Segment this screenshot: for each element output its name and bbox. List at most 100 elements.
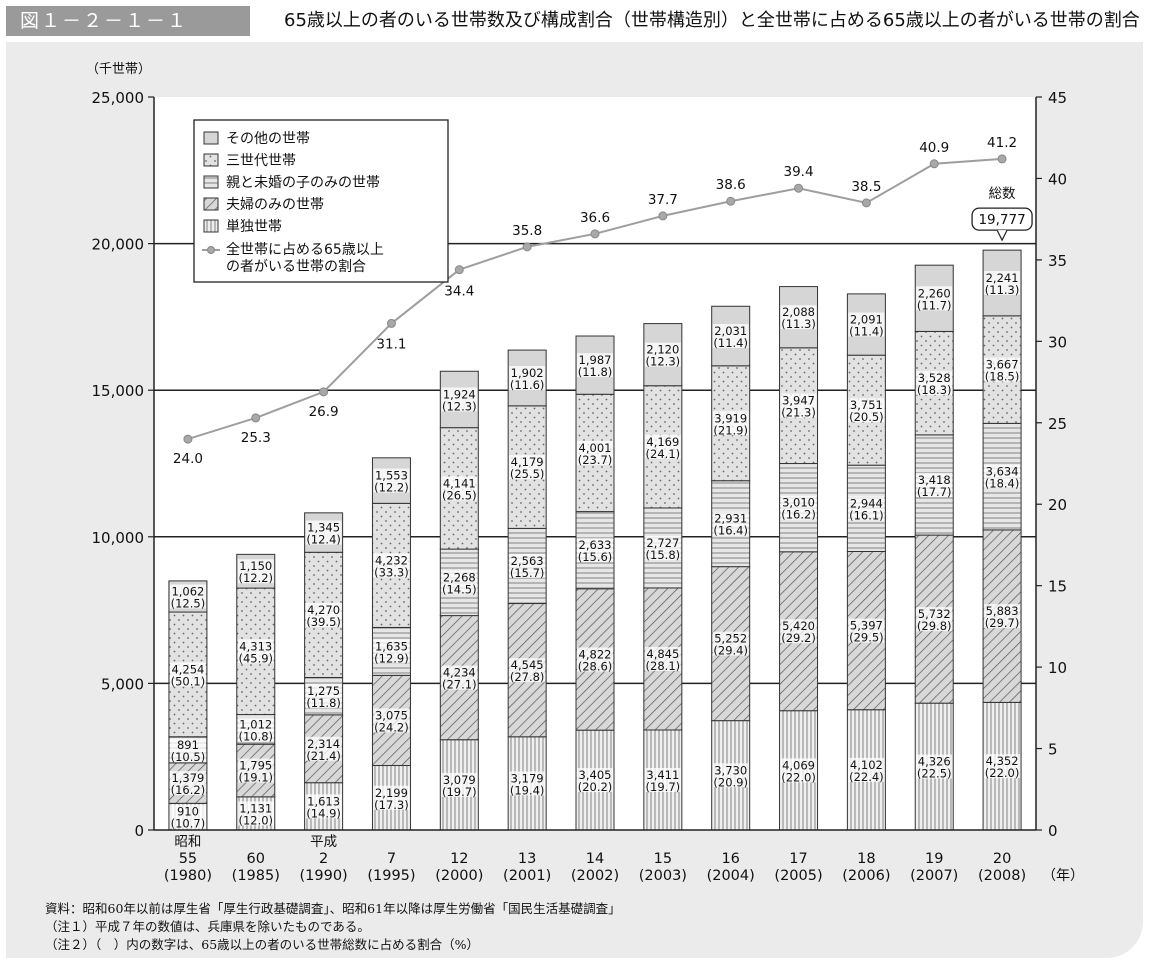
note-2: （注２）（ ）内の数字は、65歳以上の者のいる世帯総数に占める割合（%） xyxy=(45,937,480,952)
share-label: (39.5) xyxy=(306,615,341,629)
value-label-backdrop xyxy=(237,639,274,664)
value-label: 4,270 xyxy=(307,603,340,617)
value-label: 5,397 xyxy=(850,619,883,633)
value-label: 4,326 xyxy=(918,755,951,769)
share-label: (17.7) xyxy=(917,485,952,499)
share-label: (11.4) xyxy=(849,325,884,339)
value-label-backdrop xyxy=(984,754,1021,779)
value-label-backdrop xyxy=(780,758,817,783)
share-label: (19.7) xyxy=(646,780,681,794)
value-label: 2,268 xyxy=(443,570,476,584)
value-label: 4,545 xyxy=(511,658,544,672)
legend-label: 三世代世帯 xyxy=(226,153,296,169)
share-label: (21.9) xyxy=(713,423,748,437)
value-label: 4,169 xyxy=(646,435,679,449)
share-label: (28.6) xyxy=(578,659,613,673)
share-label: (22.5) xyxy=(917,767,952,781)
value-label: 1,131 xyxy=(239,801,272,815)
value-label-backdrop xyxy=(509,553,546,578)
value-label-backdrop xyxy=(237,801,274,826)
value-label-backdrop xyxy=(644,646,681,671)
value-label-backdrop xyxy=(780,495,817,520)
legend-line-label-1: 全世帯に占める65歳以上 xyxy=(226,241,384,258)
share-label: (22.4) xyxy=(849,770,884,784)
share-point xyxy=(319,387,329,397)
total-value: 19,777 xyxy=(978,212,1025,228)
legend-swatch xyxy=(203,175,219,189)
share-label: (21.3) xyxy=(781,406,816,420)
value-label-backdrop xyxy=(169,804,206,829)
y2-tick-label: 40 xyxy=(1048,170,1067,188)
segment-value-labels: 910(10.7)1,379(16.2)891(10.5)4,254(50.1)… xyxy=(169,270,1021,831)
value-label-backdrop xyxy=(984,270,1021,295)
value-label: 2,727 xyxy=(646,536,679,550)
y2-tick-label: 5 xyxy=(1048,741,1058,759)
axes: 05,00010,00015,00020,00025,0000510152025… xyxy=(86,62,1084,884)
share-label: (11.3) xyxy=(781,317,816,331)
value-label-backdrop xyxy=(305,602,342,627)
value-label: 1,012 xyxy=(239,717,272,731)
value-label-backdrop xyxy=(916,371,953,396)
share-point xyxy=(522,242,532,252)
share-line: 24.0 25.3 26.9 31.1 34.4 35.8 36.6 37.7 38.6 39.4… xyxy=(173,135,1017,467)
y-tick-label: 0 xyxy=(134,822,144,840)
value-label: 4,822 xyxy=(579,647,612,661)
value-label-backdrop xyxy=(712,324,749,349)
share-label: (10.5) xyxy=(171,750,206,764)
x-ad-label: (2004) xyxy=(707,868,755,884)
share-label: (18.5) xyxy=(985,370,1020,384)
value-label: 5,420 xyxy=(782,619,815,633)
value-label-backdrop xyxy=(577,353,613,378)
share-label: 24.0 xyxy=(173,451,203,467)
share-label: (16.2) xyxy=(171,783,206,797)
value-label: 1,553 xyxy=(375,469,408,483)
value-label-backdrop xyxy=(169,584,206,609)
value-label-backdrop xyxy=(848,618,885,643)
share-label: (26.5) xyxy=(442,488,477,502)
value-label-backdrop xyxy=(237,717,274,742)
value-label: 4,179 xyxy=(511,455,544,469)
share-label: (12.3) xyxy=(442,399,477,413)
share-label: (19.1) xyxy=(238,771,273,785)
share-label: (20.5) xyxy=(849,410,884,424)
value-label-backdrop xyxy=(916,472,953,497)
value-label: 4,313 xyxy=(239,639,272,653)
value-label: 2,260 xyxy=(918,286,951,300)
x-year-label: 20 xyxy=(993,851,1011,867)
value-label-backdrop xyxy=(848,496,885,521)
share-point xyxy=(386,318,396,328)
y2-tick-label: 10 xyxy=(1048,659,1067,677)
value-label: 1,275 xyxy=(307,684,340,698)
value-label-backdrop xyxy=(305,520,342,545)
share-point xyxy=(590,229,600,239)
value-label: 891 xyxy=(177,738,199,752)
share-label: (29.5) xyxy=(849,631,884,645)
value-label: 2,314 xyxy=(307,737,340,751)
share-label: (27.8) xyxy=(510,670,545,684)
value-label-backdrop xyxy=(441,772,478,797)
value-label: 3,751 xyxy=(850,398,883,412)
x-ad-label: (2007) xyxy=(910,868,958,884)
share-label: 26.9 xyxy=(309,404,339,420)
legend-label: その他の世帯 xyxy=(226,131,310,147)
share-label: (11.8) xyxy=(578,365,613,379)
value-label-backdrop xyxy=(916,754,953,779)
share-label: (27.1) xyxy=(442,678,477,692)
value-label-backdrop xyxy=(441,570,478,595)
share-label: (15.8) xyxy=(646,548,681,562)
share-point xyxy=(454,265,464,275)
value-label-backdrop xyxy=(577,440,613,465)
value-label: 4,141 xyxy=(443,476,476,490)
value-label: 4,254 xyxy=(171,662,204,676)
value-label: 1,062 xyxy=(171,584,204,598)
share-label: (17.3) xyxy=(374,798,409,812)
y-tick-label: 5,000 xyxy=(101,675,144,693)
legend-swatch xyxy=(203,153,219,167)
x-year-label: 7 xyxy=(387,851,396,867)
value-label: 2,633 xyxy=(579,538,612,552)
figure-title: 65歳以上の者のいる世帯数及び構成割合（世帯構造別）と全世帯に占める65歳以上の… xyxy=(284,10,1140,31)
share-label: (12.4) xyxy=(306,533,341,547)
value-label-backdrop xyxy=(237,758,274,783)
value-label-backdrop xyxy=(780,619,817,644)
y2-tick-label: 20 xyxy=(1048,496,1067,514)
